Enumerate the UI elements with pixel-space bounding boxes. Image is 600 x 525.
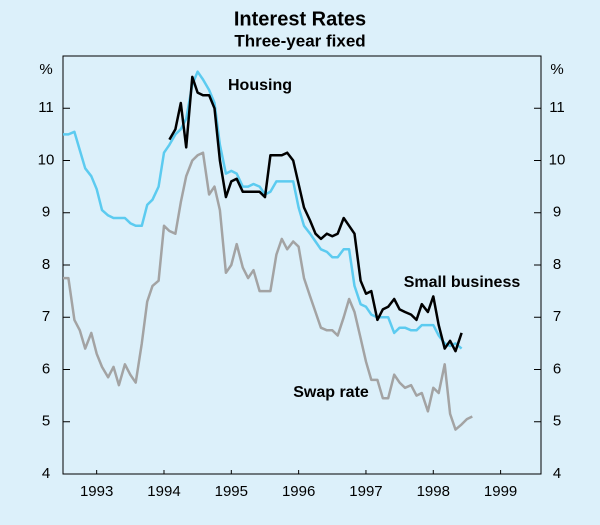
- chart-subtitle: Three-year fixed: [234, 31, 365, 50]
- y-tick-label-right: 7: [553, 308, 561, 325]
- x-tick-label: 1993: [80, 483, 113, 500]
- x-tick-label: 1997: [349, 483, 382, 500]
- x-tick-label: 1998: [417, 483, 450, 500]
- series-line: [63, 151, 473, 431]
- y-tick-label-left: 6: [42, 360, 50, 377]
- y-tick-label-right: 8: [553, 256, 561, 273]
- y-tick-label-left: 10: [38, 151, 55, 168]
- y-tick-label-right: 10: [549, 151, 566, 168]
- y-tick-label-left: 9: [42, 204, 50, 221]
- y-tick-label-left: 7: [42, 308, 50, 325]
- chart-title: Interest Rates: [234, 8, 366, 30]
- series-label: Housing: [228, 77, 292, 94]
- y-tick-label-right: 5: [553, 413, 561, 430]
- y-tick-label-left: 4: [42, 465, 50, 482]
- y-unit-left: %: [39, 61, 52, 78]
- y-tick-label-right: 11: [549, 99, 565, 116]
- y-tick-label-right: 4: [553, 465, 561, 482]
- x-tick-label: 1994: [147, 483, 180, 500]
- x-tick-label: 1999: [484, 483, 517, 500]
- y-tick-label-left: 5: [42, 413, 50, 430]
- y-tick-label-right: 9: [553, 204, 561, 221]
- series-label: Small business: [404, 274, 521, 291]
- y-unit-right: %: [550, 61, 563, 78]
- x-tick-label: 1996: [282, 483, 315, 500]
- series-label: Swap rate: [293, 384, 369, 401]
- series-line: [63, 70, 463, 350]
- y-tick-label-left: 8: [42, 256, 50, 273]
- x-tick-label: 1995: [215, 483, 248, 500]
- series-line: [168, 75, 463, 353]
- y-tick-label-right: 6: [553, 360, 561, 377]
- y-tick-label-left: 11: [38, 99, 54, 116]
